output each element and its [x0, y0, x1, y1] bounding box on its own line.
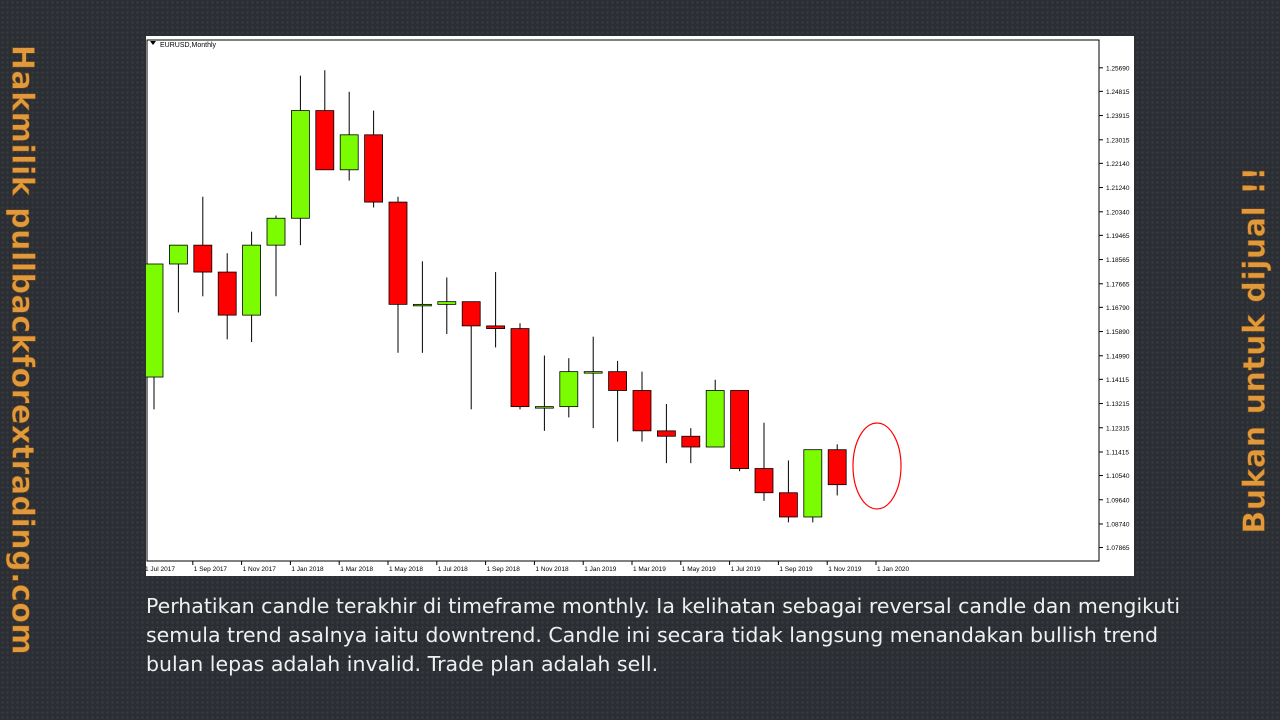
x-tick-label: 1 Nov 2017	[243, 566, 277, 573]
y-tick-label: 1.25690	[1106, 65, 1130, 72]
highlight-circle	[852, 422, 902, 510]
candle-body	[168, 244, 188, 265]
y-tick-label: 1.14115	[1106, 377, 1129, 384]
x-tick-label: 1 Jul 2017	[146, 566, 175, 573]
candle-body	[339, 134, 359, 171]
x-tick-label: 1 Jan 2019	[584, 566, 617, 573]
candle-body	[437, 301, 457, 305]
y-tick-label: 1.09640	[1106, 497, 1130, 504]
candle-body	[388, 201, 408, 305]
candle-body	[583, 371, 603, 374]
x-tick-label: 1 May 2018	[389, 566, 423, 573]
x-tick-label: 1 Mar 2019	[633, 566, 666, 573]
x-tick-label: 1 Sep 2019	[779, 566, 813, 573]
right-watermark: Bukan untuk dijual !!	[1237, 166, 1273, 534]
chart-title: EURUSD,Monthly	[160, 42, 217, 49]
x-tick-label: 1 Jan 2020	[877, 566, 910, 573]
y-tick-label: 1.10540	[1106, 473, 1130, 480]
candle-body	[534, 406, 554, 409]
candle-body	[266, 217, 286, 246]
y-tick-label: 1.12315	[1106, 425, 1130, 432]
y-tick-label: 1.14990	[1106, 353, 1130, 360]
y-tick-label: 1.23915	[1106, 113, 1130, 120]
candle-body	[461, 301, 481, 327]
y-tick-label: 1.24815	[1106, 89, 1130, 96]
left-watermark: Hakmilik pullbackforextrading.com	[4, 44, 40, 656]
x-tick-label: 1 Jan 2018	[291, 566, 324, 573]
y-tick-label: 1.11415	[1106, 449, 1129, 456]
candle-body	[656, 430, 676, 437]
x-tick-label: 1 Nov 2018	[535, 566, 569, 573]
y-tick-label: 1.23015	[1106, 137, 1130, 144]
candle-body	[730, 390, 749, 469]
candle-body	[510, 328, 530, 408]
y-tick-label: 1.13215	[1106, 401, 1130, 408]
candle-body	[559, 371, 579, 408]
x-tick-label: 1 Sep 2018	[487, 566, 521, 573]
y-tick-label: 1.17665	[1106, 281, 1130, 288]
y-tick-label: 1.19465	[1106, 233, 1130, 240]
y-tick-label: 1.08740	[1106, 521, 1130, 528]
x-tick-label: 1 Mar 2018	[340, 566, 373, 573]
candle-body	[146, 263, 164, 378]
candle-body	[705, 390, 725, 448]
candle-body	[412, 303, 432, 307]
y-tick-label: 1.20340	[1106, 209, 1130, 216]
candle-body	[217, 271, 237, 316]
candle-body	[486, 325, 506, 329]
y-tick-label: 1.18565	[1106, 257, 1130, 264]
candle-body	[290, 110, 310, 219]
title-dropdown-icon	[150, 41, 156, 45]
candle-body	[779, 492, 798, 518]
y-tick-label: 1.16790	[1106, 305, 1130, 312]
y-tick-label: 1.22140	[1106, 161, 1130, 168]
candle-body	[632, 390, 652, 432]
x-tick-label: 1 Nov 2019	[828, 566, 862, 573]
candle-body	[315, 110, 335, 171]
caption: Perhatikan candle terakhir di timeframe …	[146, 594, 1181, 676]
candle-body	[242, 244, 261, 316]
candle-body	[803, 449, 823, 518]
candle-body	[608, 371, 628, 391]
candle-body	[827, 449, 847, 486]
candle-body	[193, 244, 213, 273]
plot-frame	[146, 39, 1100, 562]
x-tick-label: 1 Sep 2017	[194, 566, 228, 573]
candle-body	[364, 134, 384, 203]
chart-panel: EURUSD,Monthly 1.25690 1.24815 1.23915 1.23…	[146, 36, 1134, 576]
y-tick-label: 1.07865	[1106, 545, 1130, 552]
y-tick-label: 1.21240	[1106, 185, 1130, 192]
x-tick-label: 1 May 2019	[682, 566, 716, 573]
x-tick-label: 1 Jul 2018	[438, 566, 468, 573]
candle-body	[754, 468, 774, 494]
candle-body	[681, 435, 701, 448]
candlestick-chart: EURUSD,Monthly 1.25690 1.24815 1.23915 1.23…	[146, 39, 1130, 573]
x-tick-label: 1 Jul 2019	[731, 566, 761, 573]
y-tick-label: 1.15890	[1106, 329, 1130, 336]
